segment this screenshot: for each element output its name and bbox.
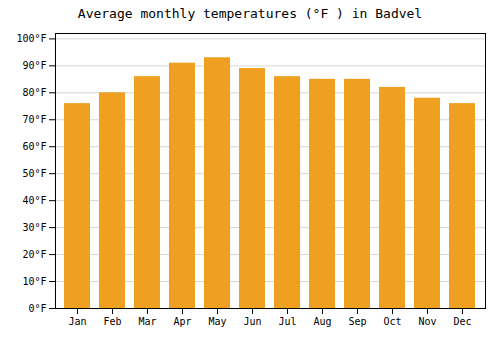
svg-text:Sep: Sep	[348, 316, 366, 327]
svg-text:50°F: 50°F	[22, 168, 46, 179]
svg-text:Jul: Jul	[278, 316, 296, 327]
svg-text:Apr: Apr	[173, 316, 191, 327]
svg-text:20°F: 20°F	[22, 249, 46, 260]
svg-text:10°F: 10°F	[22, 276, 46, 287]
svg-text:30°F: 30°F	[22, 222, 46, 233]
svg-text:Dec: Dec	[453, 316, 471, 327]
svg-text:Nov: Nov	[418, 316, 436, 327]
svg-text:Mar: Mar	[138, 316, 156, 327]
svg-text:100°F: 100°F	[16, 33, 46, 44]
svg-text:May: May	[208, 316, 226, 327]
svg-text:60°F: 60°F	[22, 141, 46, 152]
svg-text:80°F: 80°F	[22, 87, 46, 98]
svg-text:Aug: Aug	[313, 316, 331, 327]
svg-text:40°F: 40°F	[22, 195, 46, 206]
svg-text:Jan: Jan	[68, 316, 86, 327]
svg-text:Feb: Feb	[103, 316, 121, 327]
html-text:Average monthly temperatures (: Average monthly temperatures (°F ) in Ba…	[77, 6, 423, 21]
svg-text:90°F: 90°F	[22, 60, 46, 71]
svg-text:0°F: 0°F	[28, 303, 46, 314]
svg-text:Oct: Oct	[383, 316, 401, 327]
svg-text:70°F: 70°F	[22, 114, 46, 125]
svg-text:Jun: Jun	[243, 316, 261, 327]
